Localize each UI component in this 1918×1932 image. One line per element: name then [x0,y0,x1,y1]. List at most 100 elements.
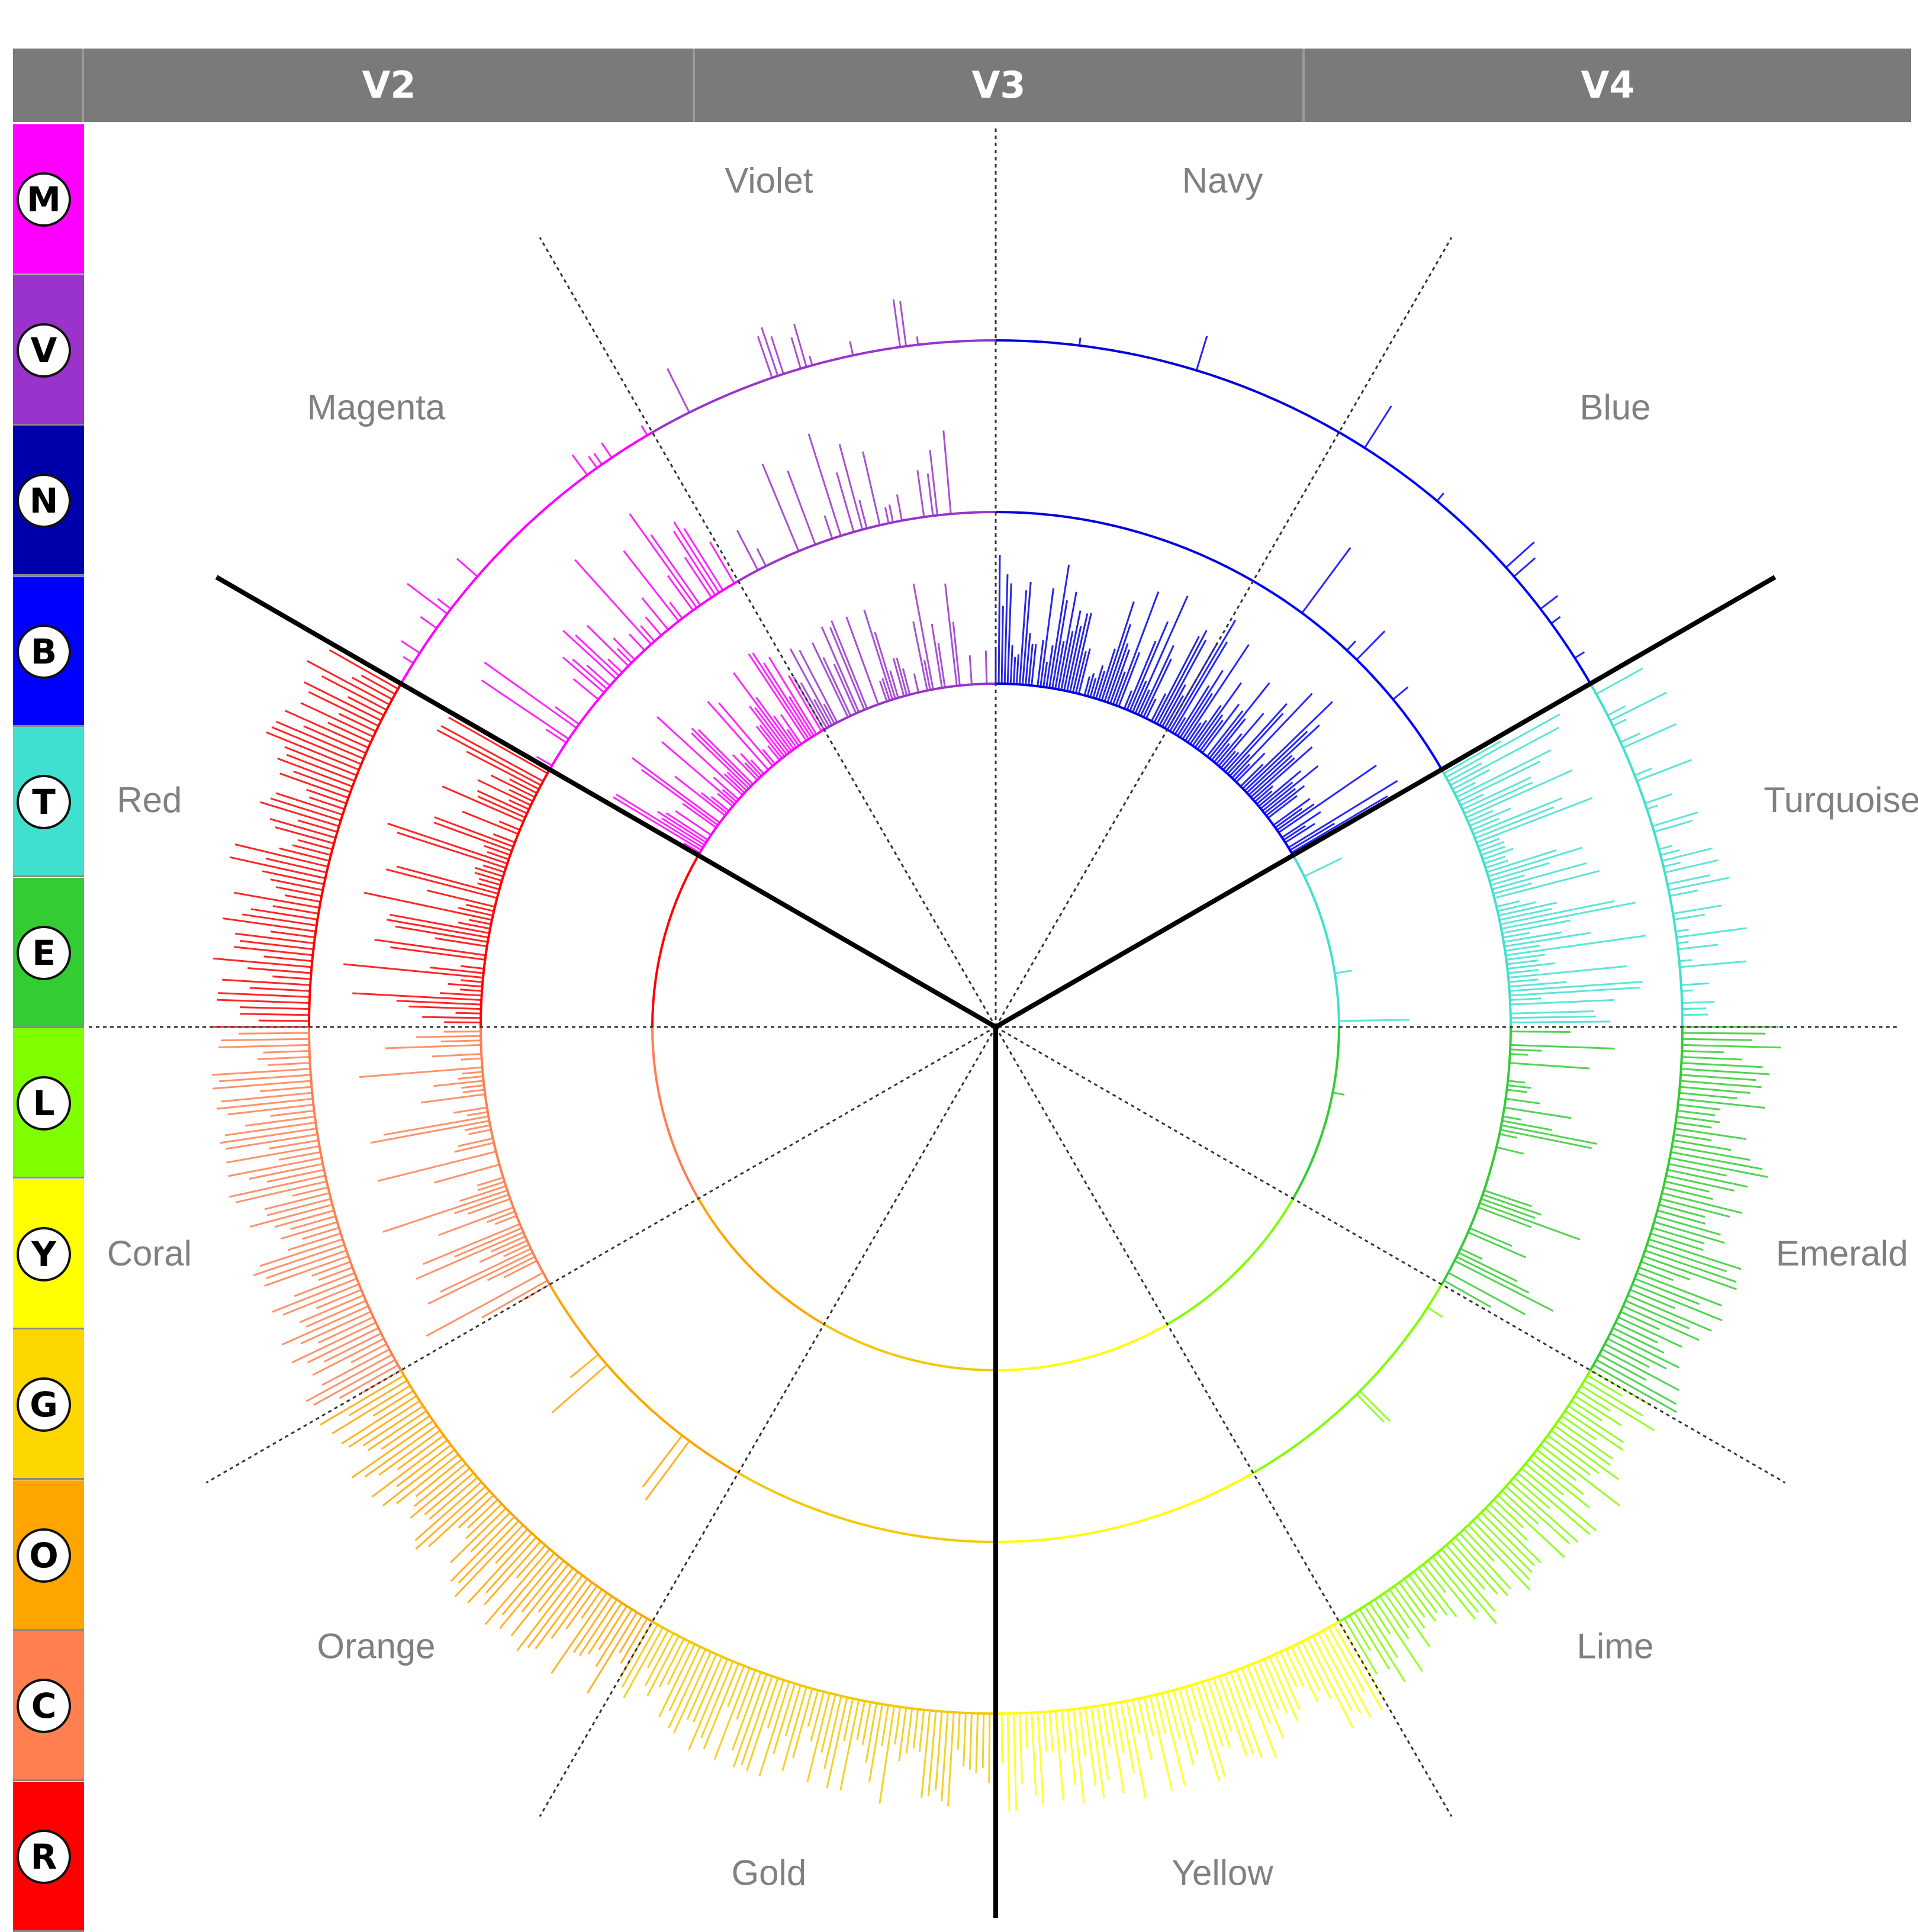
bar-v4-emerald [1646,1244,1727,1273]
bar-v4-gold [758,1681,790,1777]
bar-v4-gold [658,1638,685,1688]
bar-v4-coral [294,1272,355,1297]
bar-v3-turquoise [1510,1015,1597,1019]
bar-v4-coral [272,1277,358,1313]
bar-v2-blue [1179,669,1224,738]
sector-guide-line [995,1026,1453,1817]
bar-v4-magenta [437,598,452,610]
bar-v4-lime [1389,1589,1431,1648]
bar-v4-gold [767,1679,784,1729]
bar-v4-emerald [1663,1186,1713,1200]
bar-v4-magenta [593,453,603,465]
legend-letter: E [17,925,71,980]
bar-v4-red [262,870,324,886]
bar-v2-magenta [661,817,705,846]
bar-v4-lime [1364,1605,1399,1659]
bar-v4-red [250,908,318,920]
bar-v4-orange [551,1582,593,1639]
bar-v2-blue [1267,795,1298,819]
bar-v4-turquoise [1663,861,1681,868]
bar-v4-orange [495,1528,528,1564]
bar-v2-violet [923,659,931,690]
bar-v4-yellow [1218,1676,1248,1757]
bar-v4-violet [790,337,802,369]
bar-v3-blue [1356,630,1386,661]
bar-v4-emerald [1601,1348,1679,1392]
bar-v3-red [396,1000,481,1006]
bar-v4-coral [301,1226,340,1240]
bar-v2-magenta [717,793,733,807]
bar-v4-coral [278,1151,321,1161]
bar-v4-gold [736,1669,757,1720]
bar-v4-coral [249,1203,333,1228]
bar-v4-orange [501,1552,555,1616]
ring-arc-v4-coral [308,1026,403,1371]
bar-v3-emerald [1507,1084,1531,1089]
bar-v2-violet [822,656,852,716]
bar-v4-gold [839,1699,860,1791]
bar-v4-yellow [1301,1641,1332,1699]
bar-v4-red [234,946,313,957]
bar-v4-gold [621,1624,659,1688]
bar-v4-red [307,660,390,706]
bar-v3-turquoise [1450,726,1560,786]
bar-v4-emerald [1617,1316,1682,1348]
bar-v3-coral [458,1075,484,1080]
bar-v3-red [477,790,527,814]
ring-arc-v4-navy [995,339,1340,434]
bar-v3-turquoise [1496,900,1520,908]
ring-arc-v4-blue [1338,431,1592,685]
bar-v4-red [270,878,323,891]
bar-v4-red [222,978,311,986]
bar-v2-navy [1095,671,1106,699]
bar-v4-emerald [1662,1192,1743,1214]
bar-v4-yellow [1161,1693,1186,1786]
bar-v3-coral [385,1044,481,1049]
bar-v4-coral [212,1080,311,1090]
bar-v2-navy [1126,640,1157,710]
bar-v3-turquoise [1479,841,1505,852]
sector-label-gold: Gold [732,1853,807,1893]
legend-letter: O [17,1528,71,1583]
bar-v4-turquoise [1675,929,1689,933]
bar-v3-red [458,922,491,930]
bar-v4-blue [1505,541,1535,568]
bar-v4-gold [927,1711,937,1796]
bar-v2-blue [1169,619,1237,732]
bar-v4-emerald [1679,1086,1750,1094]
bar-v3-violet [807,433,842,536]
bar-v4-red [240,1013,310,1016]
bar-v3-red [397,831,507,869]
bar-v4-red [213,957,312,968]
bar-v3-violet [787,470,816,545]
bar-v2-navy [1164,695,1185,729]
bar-v2-blue [1248,755,1293,796]
bar-v3-turquoise [1494,870,1600,899]
bar-v2-blue [1218,713,1264,767]
bar-v3-emerald [1468,1231,1526,1258]
bar-v2-violet [820,626,860,713]
bar-v4-magenta [420,616,437,629]
bar-v3-violet [896,494,903,521]
bar-v4-coral [268,1062,310,1066]
bar-v4-yellow [1296,1643,1321,1692]
bar-v4-red [234,891,320,909]
bar-v4-yellow [1184,1686,1196,1722]
bar-v2-emerald [1333,1091,1345,1096]
bar-v4-lime [1459,1532,1511,1590]
bar-v2-navy [1019,590,1028,685]
bar-v4-coral [268,1139,319,1149]
ring-arc-v4-gold [652,1620,996,1715]
bar-v4-emerald [1682,1050,1724,1054]
header-column-v3: V3 [695,49,1305,122]
bar-v3-magenta [562,630,617,680]
bar-v3-turquoise [1506,954,1546,961]
bar-v4-red [240,940,314,951]
bar-v4-orange [362,1405,424,1447]
bar-v2-blue [1187,722,1202,743]
bar-v3-magenta [683,528,724,591]
bar-v3-coral [494,1215,517,1225]
bar-v3-coral [458,1137,493,1147]
bar-v2-navy [1115,591,1160,706]
sector-label-emerald: Emerald [1776,1234,1908,1273]
